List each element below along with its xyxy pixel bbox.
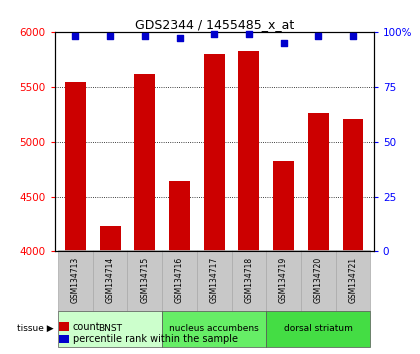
Bar [100, 226, 121, 251]
Bar [273, 161, 294, 251]
Bar [169, 181, 190, 251]
Text: GSM134718: GSM134718 [244, 257, 253, 303]
Bar [343, 119, 363, 251]
Bar [336, 250, 370, 311]
Bar [93, 250, 127, 311]
Text: tissue ▶: tissue ▶ [17, 324, 54, 333]
Text: GSM134713: GSM134713 [71, 257, 80, 303]
Text: GSM134721: GSM134721 [349, 257, 357, 303]
Point [246, 31, 252, 37]
Bar [127, 250, 162, 311]
Text: nucleus accumbens: nucleus accumbens [169, 324, 259, 333]
Bar [204, 54, 225, 251]
Text: GSM134716: GSM134716 [175, 257, 184, 303]
Text: BNST: BNST [98, 324, 122, 333]
Bar [162, 311, 266, 347]
Bar [65, 82, 86, 251]
Text: percentile rank within the sample: percentile rank within the sample [73, 334, 238, 344]
Text: GSM134715: GSM134715 [140, 257, 149, 303]
Text: GSM134719: GSM134719 [279, 257, 288, 303]
Text: GSM134717: GSM134717 [210, 257, 219, 303]
Bar [231, 250, 266, 311]
Bar [266, 311, 370, 347]
Bar [301, 250, 336, 311]
Bar [239, 51, 259, 251]
Bar [58, 311, 162, 347]
Bar [197, 250, 231, 311]
Text: GSM134714: GSM134714 [105, 257, 115, 303]
Point [349, 33, 356, 39]
Point [142, 33, 148, 39]
Point [107, 33, 113, 39]
Text: dorsal striatum: dorsal striatum [284, 324, 353, 333]
Bar [58, 250, 93, 311]
Point [211, 31, 218, 37]
Point [72, 33, 79, 39]
Point [280, 40, 287, 46]
Bar [266, 250, 301, 311]
Bar [134, 74, 155, 251]
Bar [308, 113, 329, 251]
Text: GSM134720: GSM134720 [314, 257, 323, 303]
Point [176, 36, 183, 41]
Title: GDS2344 / 1455485_x_at: GDS2344 / 1455485_x_at [134, 18, 294, 31]
Text: count: count [73, 322, 100, 332]
Bar [162, 250, 197, 311]
Point [315, 33, 322, 39]
